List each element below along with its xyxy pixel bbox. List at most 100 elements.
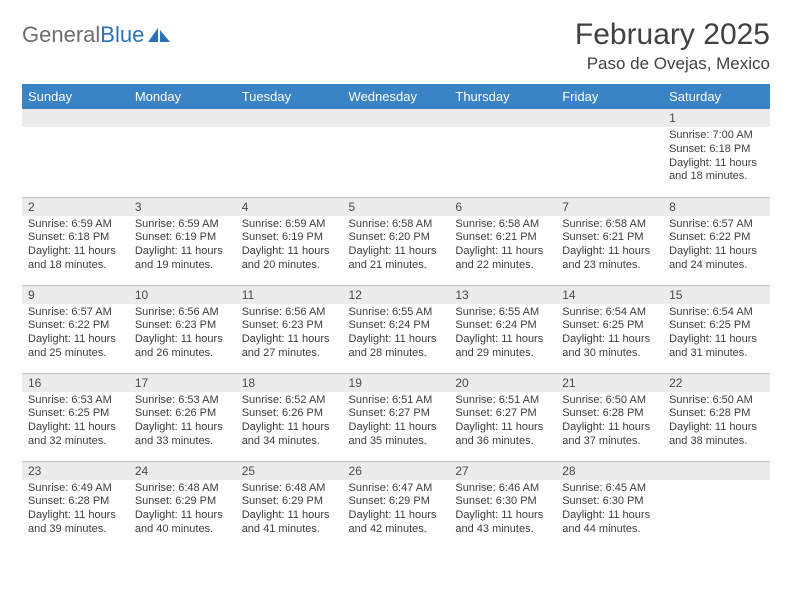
calendar-cell: 15Sunrise: 6:54 AMSunset: 6:25 PMDayligh…	[663, 285, 770, 373]
sunrise-line: Sunrise: 6:51 AM	[349, 394, 444, 408]
sunset-line: Sunset: 6:23 PM	[135, 319, 230, 333]
day-details: Sunrise: 7:00 AMSunset: 6:18 PMDaylight:…	[663, 127, 770, 188]
day-number: 20	[449, 374, 556, 392]
day-number: 28	[556, 462, 663, 480]
calendar-cell: 1Sunrise: 7:00 AMSunset: 6:18 PMDaylight…	[663, 109, 770, 197]
title-block: February 2025 Paso de Ovejas, Mexico	[575, 18, 770, 74]
day-details: Sunrise: 6:54 AMSunset: 6:25 PMDaylight:…	[556, 304, 663, 365]
calendar-cell	[449, 109, 556, 197]
day-number: 24	[129, 462, 236, 480]
sunset-line: Sunset: 6:18 PM	[28, 231, 123, 245]
sunrise-line: Sunrise: 6:53 AM	[135, 394, 230, 408]
day-number: 2	[22, 198, 129, 216]
calendar-cell: 27Sunrise: 6:46 AMSunset: 6:30 PMDayligh…	[449, 461, 556, 549]
calendar-row: 9Sunrise: 6:57 AMSunset: 6:22 PMDaylight…	[22, 285, 770, 373]
sunrise-line: Sunrise: 6:54 AM	[669, 306, 764, 320]
logo-sail-icon	[146, 26, 172, 44]
day-details: Sunrise: 6:48 AMSunset: 6:29 PMDaylight:…	[236, 480, 343, 541]
sunrise-line: Sunrise: 6:59 AM	[28, 218, 123, 232]
day-details: Sunrise: 6:55 AMSunset: 6:24 PMDaylight:…	[449, 304, 556, 365]
sunrise-line: Sunrise: 6:55 AM	[455, 306, 550, 320]
sunrise-line: Sunrise: 6:58 AM	[349, 218, 444, 232]
daylight-line: Daylight: 11 hours and 29 minutes.	[455, 333, 550, 361]
calendar-cell: 2Sunrise: 6:59 AMSunset: 6:18 PMDaylight…	[22, 197, 129, 285]
day-details: Sunrise: 6:59 AMSunset: 6:19 PMDaylight:…	[236, 216, 343, 277]
sunrise-line: Sunrise: 6:53 AM	[28, 394, 123, 408]
calendar-cell: 10Sunrise: 6:56 AMSunset: 6:23 PMDayligh…	[129, 285, 236, 373]
sunrise-line: Sunrise: 6:57 AM	[28, 306, 123, 320]
day-details: Sunrise: 6:56 AMSunset: 6:23 PMDaylight:…	[236, 304, 343, 365]
sunset-line: Sunset: 6:29 PM	[242, 495, 337, 509]
sunset-line: Sunset: 6:21 PM	[562, 231, 657, 245]
weekday-header: Monday	[129, 84, 236, 109]
day-details: Sunrise: 6:46 AMSunset: 6:30 PMDaylight:…	[449, 480, 556, 541]
day-number	[343, 109, 450, 127]
daylight-line: Daylight: 11 hours and 34 minutes.	[242, 421, 337, 449]
day-number: 21	[556, 374, 663, 392]
sunset-line: Sunset: 6:26 PM	[242, 407, 337, 421]
weekday-header: Tuesday	[236, 84, 343, 109]
daylight-line: Daylight: 11 hours and 41 minutes.	[242, 509, 337, 537]
calendar-cell: 3Sunrise: 6:59 AMSunset: 6:19 PMDaylight…	[129, 197, 236, 285]
sunrise-line: Sunrise: 6:59 AM	[135, 218, 230, 232]
calendar-cell	[236, 109, 343, 197]
calendar-cell	[556, 109, 663, 197]
day-details: Sunrise: 6:54 AMSunset: 6:25 PMDaylight:…	[663, 304, 770, 365]
day-details: Sunrise: 6:53 AMSunset: 6:25 PMDaylight:…	[22, 392, 129, 453]
calendar-cell: 7Sunrise: 6:58 AMSunset: 6:21 PMDaylight…	[556, 197, 663, 285]
logo-text-general: General	[22, 22, 100, 48]
daylight-line: Daylight: 11 hours and 20 minutes.	[242, 245, 337, 273]
day-details: Sunrise: 6:58 AMSunset: 6:20 PMDaylight:…	[343, 216, 450, 277]
sunrise-line: Sunrise: 6:58 AM	[562, 218, 657, 232]
calendar-body: 1Sunrise: 7:00 AMSunset: 6:18 PMDaylight…	[22, 109, 770, 549]
day-details: Sunrise: 6:58 AMSunset: 6:21 PMDaylight:…	[449, 216, 556, 277]
sunset-line: Sunset: 6:26 PM	[135, 407, 230, 421]
location-subtitle: Paso de Ovejas, Mexico	[575, 54, 770, 74]
weekday-header: Saturday	[663, 84, 770, 109]
day-details: Sunrise: 6:59 AMSunset: 6:18 PMDaylight:…	[22, 216, 129, 277]
weekday-header: Friday	[556, 84, 663, 109]
day-number: 1	[663, 109, 770, 127]
daylight-line: Daylight: 11 hours and 33 minutes.	[135, 421, 230, 449]
day-details: Sunrise: 6:56 AMSunset: 6:23 PMDaylight:…	[129, 304, 236, 365]
sunset-line: Sunset: 6:19 PM	[135, 231, 230, 245]
day-details: Sunrise: 6:48 AMSunset: 6:29 PMDaylight:…	[129, 480, 236, 541]
daylight-line: Daylight: 11 hours and 40 minutes.	[135, 509, 230, 537]
sunset-line: Sunset: 6:28 PM	[562, 407, 657, 421]
day-details: Sunrise: 6:58 AMSunset: 6:21 PMDaylight:…	[556, 216, 663, 277]
sunrise-line: Sunrise: 6:48 AM	[135, 482, 230, 496]
daylight-line: Daylight: 11 hours and 30 minutes.	[562, 333, 657, 361]
sunset-line: Sunset: 6:27 PM	[349, 407, 444, 421]
daylight-line: Daylight: 11 hours and 36 minutes.	[455, 421, 550, 449]
sunset-line: Sunset: 6:18 PM	[669, 143, 764, 157]
day-number: 26	[343, 462, 450, 480]
calendar-cell: 12Sunrise: 6:55 AMSunset: 6:24 PMDayligh…	[343, 285, 450, 373]
day-number	[236, 109, 343, 127]
daylight-line: Daylight: 11 hours and 19 minutes.	[135, 245, 230, 273]
sunrise-line: Sunrise: 6:56 AM	[242, 306, 337, 320]
daylight-line: Daylight: 11 hours and 23 minutes.	[562, 245, 657, 273]
day-number: 22	[663, 374, 770, 392]
day-details: Sunrise: 6:50 AMSunset: 6:28 PMDaylight:…	[663, 392, 770, 453]
sunrise-line: Sunrise: 6:58 AM	[455, 218, 550, 232]
calendar-cell: 22Sunrise: 6:50 AMSunset: 6:28 PMDayligh…	[663, 373, 770, 461]
day-number: 15	[663, 286, 770, 304]
sunrise-line: Sunrise: 6:45 AM	[562, 482, 657, 496]
sunset-line: Sunset: 6:21 PM	[455, 231, 550, 245]
calendar-cell	[343, 109, 450, 197]
daylight-line: Daylight: 11 hours and 43 minutes.	[455, 509, 550, 537]
day-number: 19	[343, 374, 450, 392]
daylight-line: Daylight: 11 hours and 32 minutes.	[28, 421, 123, 449]
daylight-line: Daylight: 11 hours and 37 minutes.	[562, 421, 657, 449]
sunset-line: Sunset: 6:29 PM	[135, 495, 230, 509]
sunrise-line: Sunrise: 6:49 AM	[28, 482, 123, 496]
day-number: 25	[236, 462, 343, 480]
day-details: Sunrise: 6:50 AMSunset: 6:28 PMDaylight:…	[556, 392, 663, 453]
sunset-line: Sunset: 6:22 PM	[669, 231, 764, 245]
day-details: Sunrise: 6:49 AMSunset: 6:28 PMDaylight:…	[22, 480, 129, 541]
daylight-line: Daylight: 11 hours and 44 minutes.	[562, 509, 657, 537]
day-details: Sunrise: 6:57 AMSunset: 6:22 PMDaylight:…	[663, 216, 770, 277]
calendar-row: 16Sunrise: 6:53 AMSunset: 6:25 PMDayligh…	[22, 373, 770, 461]
day-number: 23	[22, 462, 129, 480]
daylight-line: Daylight: 11 hours and 35 minutes.	[349, 421, 444, 449]
